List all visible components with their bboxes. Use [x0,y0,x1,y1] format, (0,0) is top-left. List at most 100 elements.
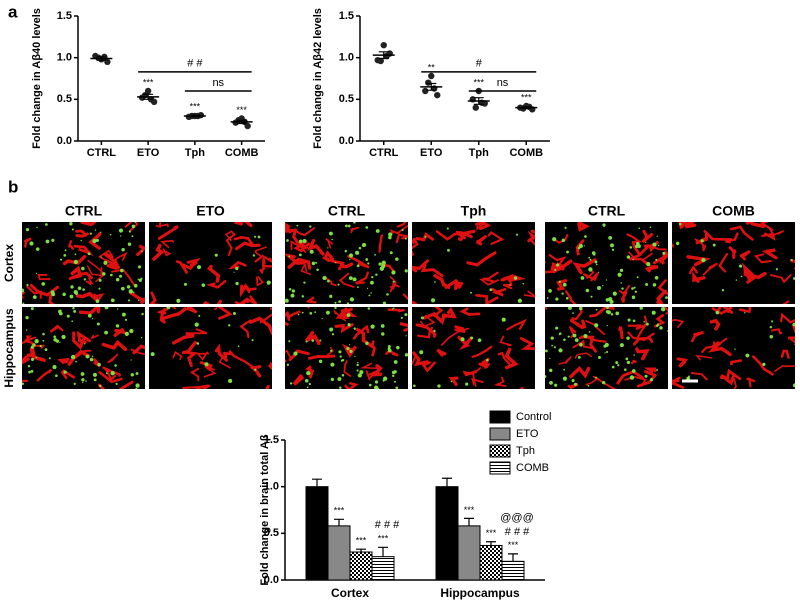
plaque [319,339,322,342]
plaque [404,237,407,240]
vessel [196,351,210,361]
plaque [36,247,40,251]
y-tick-label: 0.0 [57,135,72,147]
plaque [486,358,489,362]
plaque [100,256,102,258]
vessel [76,330,92,344]
plaque [620,282,622,284]
vessel [746,377,756,388]
data-point [95,54,102,61]
plaque [447,248,450,252]
plaque [645,283,649,286]
vessel [441,307,457,319]
plaque [291,289,296,293]
plaque [563,338,566,341]
vessel [254,254,272,263]
vessel [370,364,383,377]
plaque [638,227,641,230]
plaque [637,244,641,248]
vessel [341,262,354,269]
vessel [636,315,648,339]
vessel [475,235,487,246]
vessel [365,369,378,381]
vessel [641,229,654,244]
y-tick-label: 1.5 [264,434,279,446]
vessel [656,289,668,304]
plaque [62,292,66,297]
vessel [181,257,201,271]
plaque [617,364,620,367]
plaque [584,235,587,238]
x-tick-label: CTRL [369,147,399,159]
plaque [196,342,200,345]
plaque [378,262,382,266]
plaque [329,294,333,298]
significance-label: *** [521,92,532,102]
vessel [638,257,650,266]
plaque [465,382,469,386]
plaque [311,261,316,266]
vessel [159,222,162,228]
plaque [77,286,82,291]
plaque [288,255,291,258]
panel-label: a [8,2,18,21]
plaque [370,292,372,294]
significance-label: # # # [375,519,400,531]
vessel [255,276,264,287]
vessel [155,223,169,228]
vessel [325,238,334,249]
plaque [655,258,658,261]
plaque [633,286,636,289]
x-tick-label: ETO [420,147,443,159]
plaque [344,249,348,253]
vessel [304,331,321,346]
error-bar [143,93,154,100]
vessel [80,222,97,227]
image-content [285,222,408,304]
vessel [635,347,650,361]
plaque [44,348,48,352]
vessel [519,337,535,351]
plaque [605,307,610,309]
plaque [85,354,90,359]
plaque [567,335,570,338]
plaque [470,336,474,340]
plaque [546,297,549,299]
vessel [774,364,795,373]
vessel [343,360,352,377]
vessel [378,234,384,253]
y-tick-label: 1.0 [57,52,72,64]
vessel [761,232,776,241]
plaque [266,280,271,285]
plaque [330,377,335,382]
plaque [553,346,556,349]
plaque [254,368,257,371]
plaque [72,307,75,310]
vessel [577,222,590,232]
plaque [775,268,778,271]
vessel [441,327,470,346]
vessel [98,371,123,384]
plaque [91,355,94,358]
vessel [412,356,417,366]
vessel [234,222,253,228]
vessel [86,265,103,277]
plaque [686,376,691,381]
plaque [303,281,306,284]
vessel [770,328,783,335]
plaque [636,276,639,279]
plaque [625,357,629,361]
plaque [124,318,128,321]
vessel [104,259,121,270]
plaque [577,356,581,359]
vessel [181,340,197,355]
x-tick-label: Tph [185,147,205,159]
micrograph [545,222,668,304]
plaque [381,260,386,265]
plaque [393,360,398,364]
plaque [558,280,561,283]
plaque [290,293,295,298]
plaque [356,363,359,367]
error-bar [442,477,452,487]
plaque [401,229,404,232]
